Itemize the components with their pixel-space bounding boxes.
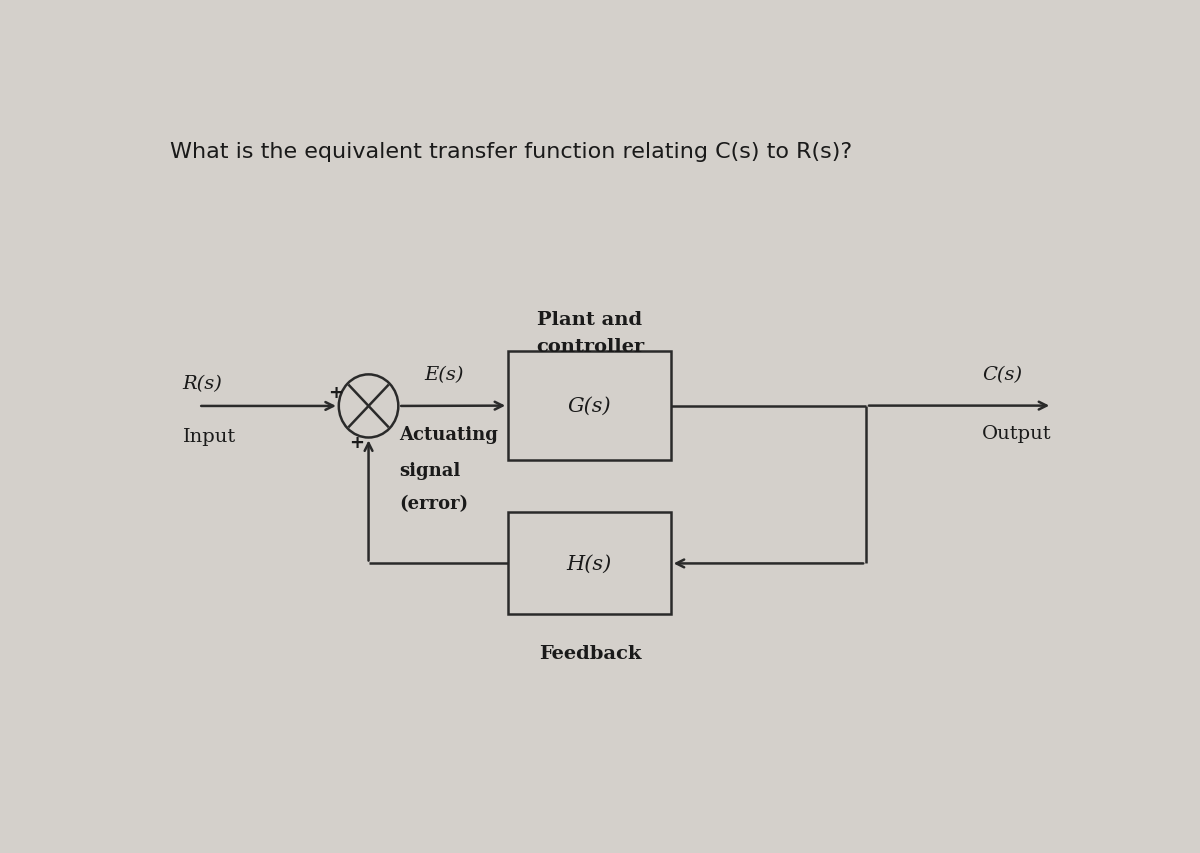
Text: C(s): C(s)	[983, 365, 1022, 384]
Text: H(s): H(s)	[566, 554, 612, 573]
Text: signal: signal	[400, 461, 461, 479]
Text: +: +	[349, 433, 364, 451]
Text: Feedback: Feedback	[539, 644, 641, 662]
Text: Input: Input	[182, 427, 236, 445]
Text: (error): (error)	[400, 495, 468, 513]
Text: What is the equivalent transfer function relating C(s) to R(s)?: What is the equivalent transfer function…	[170, 142, 852, 162]
Text: Plant and: Plant and	[538, 311, 642, 329]
Text: +: +	[329, 384, 343, 402]
Text: Actuating: Actuating	[400, 426, 498, 444]
Bar	[508, 352, 671, 461]
Text: G(s): G(s)	[568, 397, 611, 415]
Text: Output: Output	[983, 424, 1052, 442]
Ellipse shape	[338, 375, 398, 438]
Bar	[508, 513, 671, 615]
Text: controller: controller	[535, 337, 644, 355]
Text: R(s): R(s)	[182, 374, 222, 392]
Text: E(s): E(s)	[425, 365, 464, 384]
